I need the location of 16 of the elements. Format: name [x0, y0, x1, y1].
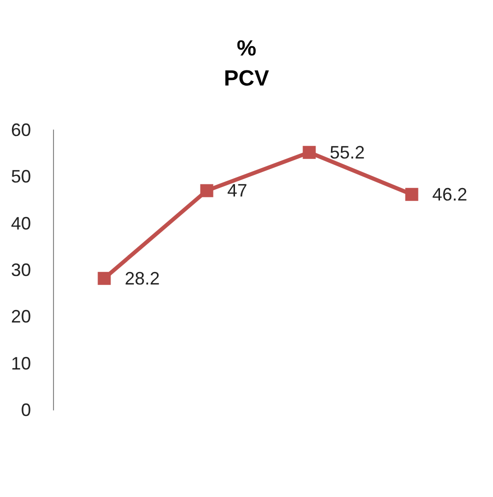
- data-label: 28.2: [124, 268, 160, 288]
- point: [302, 146, 316, 159]
- data-label: 55.2: [330, 142, 365, 162]
- y-tick-label: 30: [10, 260, 31, 280]
- y-tick-label: 40: [10, 213, 31, 234]
- y-tick-label: 10: [10, 353, 31, 374]
- point: [98, 272, 111, 285]
- chart-title: % PCV: [224, 36, 270, 90]
- data-label: 46.2: [432, 184, 468, 204]
- y-tick-label: 0: [20, 400, 31, 420]
- y-tick-label: 60: [10, 120, 31, 140]
- point: [200, 184, 214, 198]
- y-tick-label: 20: [10, 306, 31, 327]
- data-label: 47: [227, 180, 248, 201]
- point: [405, 188, 418, 201]
- y-tick-label: 50: [10, 166, 31, 187]
